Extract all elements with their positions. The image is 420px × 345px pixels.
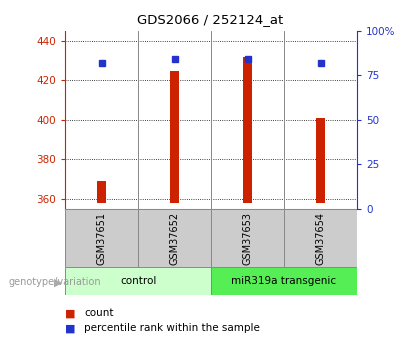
Text: control: control bbox=[120, 276, 156, 286]
Text: GSM37652: GSM37652 bbox=[170, 211, 180, 265]
Text: miR319a transgenic: miR319a transgenic bbox=[231, 276, 336, 286]
Text: GSM37651: GSM37651 bbox=[97, 211, 107, 265]
Text: ▶: ▶ bbox=[54, 277, 62, 287]
Bar bbox=[284, 209, 357, 267]
Bar bbox=[243, 57, 252, 203]
Text: GSM37653: GSM37653 bbox=[242, 211, 252, 265]
Bar bbox=[138, 209, 211, 267]
Text: genotype/variation: genotype/variation bbox=[8, 277, 101, 287]
Text: count: count bbox=[84, 308, 113, 318]
Text: ■: ■ bbox=[65, 308, 76, 318]
Text: percentile rank within the sample: percentile rank within the sample bbox=[84, 324, 260, 333]
Bar bbox=[211, 267, 357, 295]
Bar bbox=[316, 118, 325, 203]
Bar bbox=[211, 209, 284, 267]
Bar bbox=[65, 267, 211, 295]
Text: GDS2066 / 252124_at: GDS2066 / 252124_at bbox=[137, 13, 283, 26]
Bar bbox=[170, 70, 179, 203]
Bar bbox=[65, 209, 138, 267]
Text: GSM37654: GSM37654 bbox=[315, 211, 326, 265]
Text: ■: ■ bbox=[65, 324, 76, 333]
Bar bbox=[97, 181, 106, 203]
